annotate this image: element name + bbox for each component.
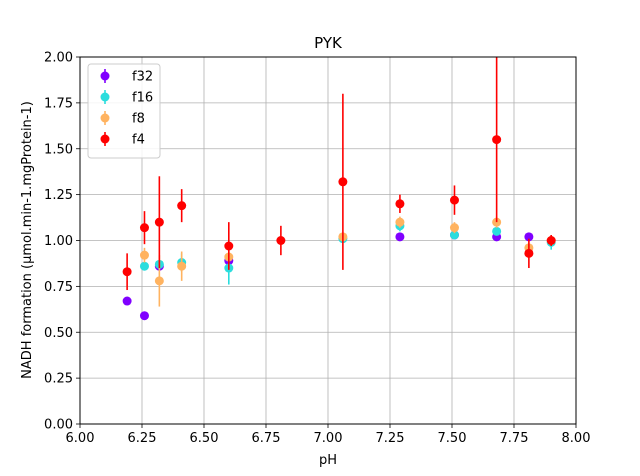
x-tick-label: 8.00 (562, 431, 591, 446)
data-point (122, 296, 132, 306)
legend-marker (100, 113, 110, 123)
x-tick-label: 6.75 (252, 431, 281, 446)
data-marks (122, 57, 556, 321)
legend-marker (100, 92, 110, 102)
data-point (122, 267, 132, 277)
data-point (449, 230, 459, 240)
y-tick-label: 1.50 (44, 142, 73, 157)
data-point (546, 236, 556, 245)
legend-marker (100, 71, 110, 81)
data-point (524, 232, 534, 242)
data-point (492, 135, 502, 145)
data-point (338, 177, 348, 187)
x-tick-label: 7.00 (314, 431, 343, 446)
data-point (276, 236, 286, 245)
data-point (524, 248, 534, 258)
y-axis-label: NADH formation (µmol.min-1.mgProtein-1) (20, 101, 35, 379)
x-tick-label: 6.25 (128, 431, 157, 446)
data-point (449, 223, 459, 233)
x-tick-label: 7.75 (500, 431, 529, 446)
data-point (154, 217, 164, 227)
data-point (395, 199, 405, 209)
legend-label: f8 (132, 112, 145, 127)
legend-box (87, 63, 161, 159)
x-tick-label: 7.25 (376, 431, 405, 446)
y-tick-label: 0.25 (44, 372, 73, 387)
data-point (395, 217, 405, 227)
chart-title: PYK (314, 34, 343, 52)
data-point (177, 261, 187, 271)
y-tick-label: 1.25 (44, 188, 73, 203)
legend-label: f32 (132, 70, 153, 85)
y-tick-label: 0.50 (44, 326, 73, 341)
legend-label: f4 (132, 133, 145, 148)
x-tick-label: 6.50 (190, 431, 219, 446)
data-point (139, 223, 149, 233)
legend-marker (100, 134, 110, 144)
y-tick-label: 2.00 (44, 51, 73, 66)
y-tick-label: 1.75 (44, 96, 73, 111)
y-tick-label: 0.00 (44, 418, 73, 433)
data-point (139, 261, 149, 271)
data-point (154, 276, 164, 286)
legend-label: f16 (132, 91, 153, 106)
y-tick-label: 1.00 (44, 234, 73, 249)
x-tick-label: 7.50 (438, 431, 467, 446)
legend: f32 f16 f8 f4 (87, 63, 161, 159)
data-point (492, 226, 502, 236)
data-point (139, 250, 149, 260)
x-axis-label: pH (319, 453, 337, 468)
x-tick-label: 6.00 (66, 431, 95, 446)
y-tick-label: 0.75 (44, 280, 73, 295)
data-point (224, 241, 234, 251)
axis-ticks: 6.00 6.25 6.50 6.75 7.00 7.25 7.50 7.75 8.00 0.00… (44, 51, 590, 447)
data-point (139, 311, 149, 321)
data-point (449, 195, 459, 205)
data-point (177, 201, 187, 211)
data-point (395, 232, 405, 242)
